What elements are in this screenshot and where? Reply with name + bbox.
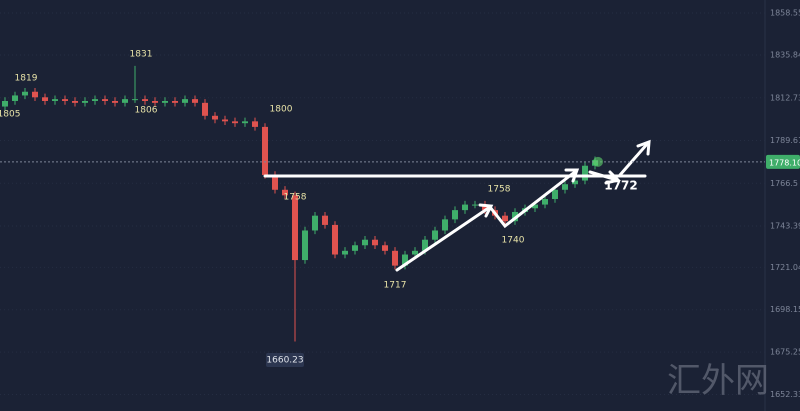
candle-body xyxy=(2,100,8,107)
candle-body xyxy=(262,126,268,175)
arrow-head xyxy=(564,168,580,183)
candle-body xyxy=(432,230,438,240)
candle-body xyxy=(32,91,38,98)
candle-body xyxy=(452,210,458,220)
arrow-head xyxy=(636,139,651,156)
candle-body xyxy=(202,102,208,116)
candle-body xyxy=(72,100,78,103)
candle-body xyxy=(302,230,308,261)
candle-body xyxy=(322,215,328,225)
candle-body xyxy=(132,99,138,101)
candle-body xyxy=(542,199,548,205)
candle-body xyxy=(472,204,478,206)
candle-body xyxy=(52,99,58,101)
annotation: 1717 xyxy=(384,281,407,291)
candle-body xyxy=(392,250,398,266)
candle-body xyxy=(152,100,158,103)
y-tick-label: 1652.33 xyxy=(770,390,800,399)
y-tick-label: 1835.84 xyxy=(770,51,800,60)
y-tick-label: 1812.73 xyxy=(770,93,800,102)
annotation: 1805 xyxy=(0,110,20,120)
candle-body xyxy=(282,189,288,196)
candle-body xyxy=(102,99,108,101)
candle-body xyxy=(372,239,378,246)
annotation: 1819 xyxy=(15,74,38,84)
annotation: 1758 xyxy=(284,193,307,203)
y-tick-label: 1675.25 xyxy=(770,348,800,357)
arrow xyxy=(395,205,492,272)
candle-body xyxy=(12,95,18,101)
current-price-tag xyxy=(766,154,800,169)
candle-body xyxy=(182,99,188,103)
y-tick-label: 1766.5 xyxy=(770,179,798,188)
annotation: 1800 xyxy=(270,105,293,115)
current-glow xyxy=(593,156,603,167)
y-tick-label: 1858.55 xyxy=(770,9,800,18)
candle-body xyxy=(222,119,228,122)
candle-body xyxy=(272,174,278,190)
candle-body xyxy=(192,99,198,103)
candle-body xyxy=(582,165,588,181)
candle-body xyxy=(382,245,388,251)
candle-body xyxy=(502,215,508,222)
current-price-label: 1778.10 xyxy=(769,158,800,167)
candle-body xyxy=(82,100,88,103)
drawn-arrows xyxy=(263,139,651,272)
candle-body xyxy=(482,204,488,211)
labels: 1858.55 1835.84 1812.73 1789.61 1766.5 1743.3… xyxy=(0,9,800,399)
annotation: 1660.23 xyxy=(266,356,303,366)
candle-body xyxy=(242,121,248,124)
y-tick-label: 1721.04 xyxy=(770,263,800,272)
candle-body xyxy=(22,91,28,96)
candle-body xyxy=(412,250,418,255)
arrow xyxy=(588,170,619,182)
candle-body xyxy=(162,100,168,103)
candle-body xyxy=(312,215,318,231)
candle-body xyxy=(232,121,238,124)
arrow-head xyxy=(604,170,621,185)
candle-body xyxy=(92,99,98,101)
y-tick-label: 1743.39 xyxy=(770,222,800,231)
arrow xyxy=(618,141,650,177)
candle-body xyxy=(142,99,148,101)
candle-body xyxy=(112,100,118,103)
candle-body xyxy=(362,239,368,246)
candle-body xyxy=(552,189,558,200)
annotation: 1806 xyxy=(135,106,158,116)
candle-body xyxy=(532,204,538,209)
watermark: 汇外网 xyxy=(667,361,769,401)
annotation: 1758 xyxy=(488,185,511,195)
candle-body xyxy=(422,239,428,251)
y-tick-label: 1698.15 xyxy=(770,305,800,314)
annotation: 1740 xyxy=(502,236,525,246)
arrow xyxy=(488,169,578,229)
candle-body xyxy=(62,99,68,101)
annotation-box xyxy=(266,353,304,367)
candle-body xyxy=(402,254,408,266)
candle-body xyxy=(332,224,338,255)
candle-body xyxy=(572,180,578,185)
candle-body xyxy=(42,97,48,101)
candle-body xyxy=(462,204,468,211)
candle-body xyxy=(122,99,128,103)
candle-body xyxy=(292,195,298,261)
y-tick-label: 1789.61 xyxy=(770,136,800,145)
candle-body xyxy=(212,115,218,120)
candle-body xyxy=(562,184,568,190)
candle-body xyxy=(172,100,178,103)
annotation: 1772 xyxy=(604,179,637,193)
candle-body xyxy=(342,250,348,255)
candle-body xyxy=(252,121,258,127)
candle-body xyxy=(352,245,358,251)
candle-body xyxy=(442,219,448,231)
annotation: 1831 xyxy=(130,50,153,60)
